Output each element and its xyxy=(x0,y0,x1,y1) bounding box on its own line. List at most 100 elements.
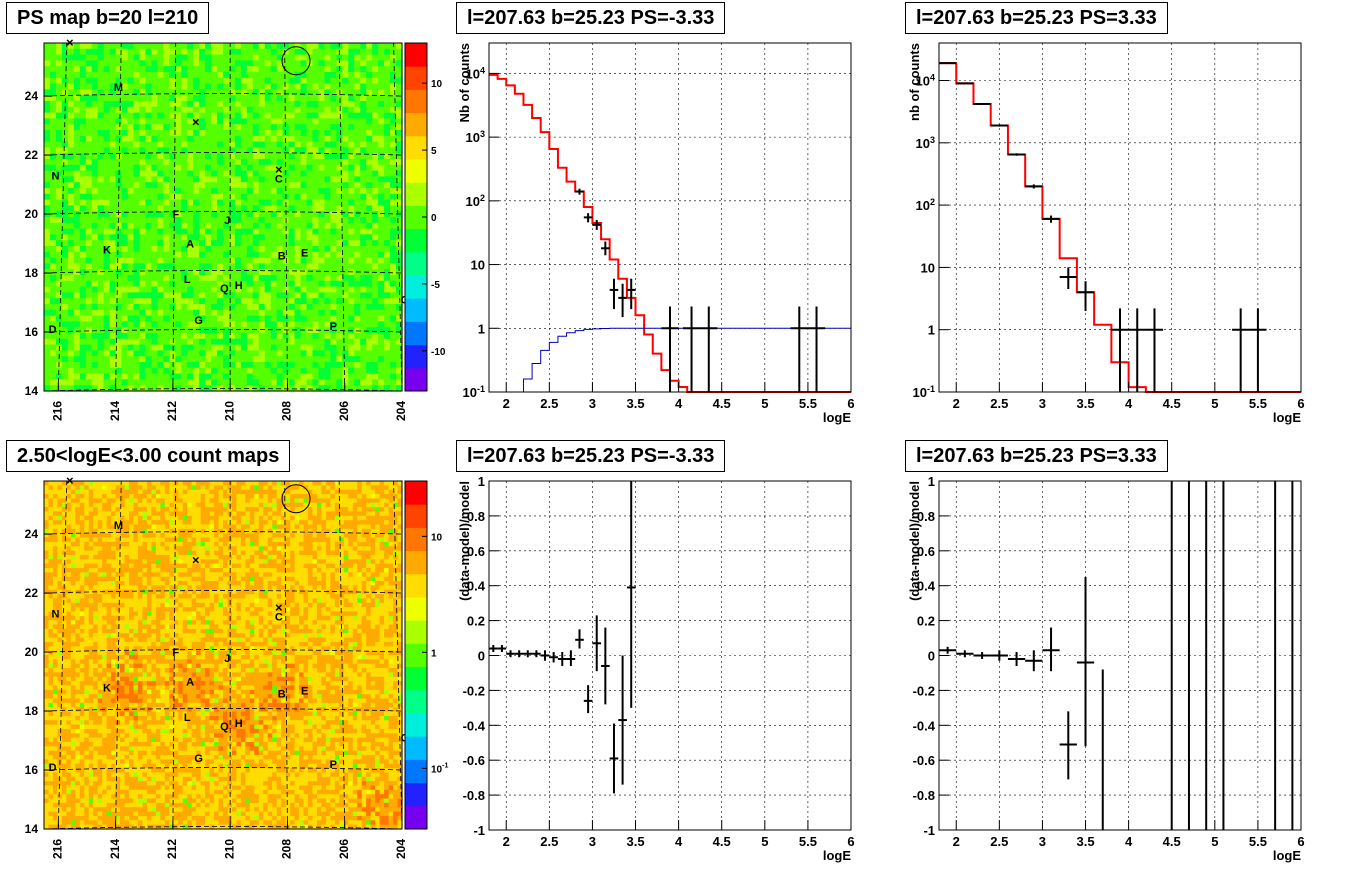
map-pixel xyxy=(79,356,87,363)
map-pixel xyxy=(234,193,242,201)
map-pixel xyxy=(109,350,117,357)
map-pixel xyxy=(88,650,94,656)
map-pixel xyxy=(193,43,200,50)
map-pixel xyxy=(378,176,385,183)
map-pixel xyxy=(366,275,373,282)
map-pixel xyxy=(102,820,108,826)
map-pixel xyxy=(48,668,54,673)
map-pixel xyxy=(97,66,105,73)
map-pixel xyxy=(342,95,349,102)
map-pixel xyxy=(354,246,361,253)
map-pixel xyxy=(390,164,397,172)
map-pixel xyxy=(73,48,81,56)
map-pixel xyxy=(199,344,206,351)
map-pixel xyxy=(163,222,170,230)
map-pixel xyxy=(57,481,63,486)
map-pixel xyxy=(55,292,63,299)
map-pixel xyxy=(384,124,391,131)
map-pixel xyxy=(57,563,63,569)
map-pixel xyxy=(44,733,50,739)
map-pixel xyxy=(348,182,355,189)
map-pixel xyxy=(330,118,337,125)
map-pixel xyxy=(252,199,260,206)
map-pixel xyxy=(103,356,111,363)
map-pixel xyxy=(270,124,278,131)
map-pixel xyxy=(175,101,182,108)
map-pixel xyxy=(57,511,63,517)
map-pixel xyxy=(61,304,69,311)
map-pixel xyxy=(91,304,99,311)
map-pixel xyxy=(127,95,135,102)
map-pixel xyxy=(276,153,284,160)
map-pixel xyxy=(384,66,391,73)
map-pixel xyxy=(84,511,90,517)
map-pixel xyxy=(294,176,302,183)
map-pixel xyxy=(384,367,391,375)
map-pixel xyxy=(44,251,51,259)
map-pixel xyxy=(181,362,188,369)
map-pixel xyxy=(384,147,391,154)
map-pixel xyxy=(151,338,158,346)
map-pixel xyxy=(354,147,361,154)
map-pixel xyxy=(79,737,85,743)
map-pixel xyxy=(318,106,326,114)
map-pixel xyxy=(157,385,164,392)
map-pixel xyxy=(246,182,254,189)
map-pixel xyxy=(396,379,403,386)
map-pixel xyxy=(57,633,63,639)
map-pixel xyxy=(193,280,200,288)
map-pixel xyxy=(57,672,63,678)
map-pixel xyxy=(49,199,57,206)
map-pixel xyxy=(252,292,260,299)
map-pixel xyxy=(324,130,331,137)
map-pixel xyxy=(264,135,272,143)
map-pixel xyxy=(67,373,75,380)
ps-map-pixels xyxy=(44,43,403,392)
map-pixel xyxy=(181,280,188,288)
map-pixel xyxy=(44,676,50,682)
map-pixel xyxy=(48,746,54,752)
map-pixel xyxy=(223,60,230,67)
map-pixel xyxy=(294,240,302,247)
map-pixel xyxy=(294,280,302,288)
map-pixel xyxy=(223,101,230,108)
map-pixel xyxy=(66,733,72,739)
map-pixel xyxy=(270,379,278,386)
map-pixel xyxy=(79,724,85,730)
map-pixel xyxy=(70,824,76,830)
map-pixel xyxy=(61,541,67,547)
map-pixel xyxy=(93,702,99,708)
map-pixel xyxy=(330,251,337,259)
map-pixel xyxy=(223,89,230,96)
map-pixel xyxy=(115,182,123,189)
map-pixel xyxy=(61,798,67,804)
map-pixel xyxy=(61,48,69,56)
map-pixel xyxy=(84,681,90,687)
map-pixel xyxy=(97,607,103,613)
map-pixel xyxy=(93,781,99,787)
map-pixel xyxy=(175,211,182,218)
map-pixel xyxy=(49,280,57,288)
map-pixel xyxy=(44,182,51,189)
map-pixel xyxy=(228,269,236,276)
map-pixel xyxy=(264,193,272,201)
map-pixel xyxy=(49,60,57,67)
map-pixel xyxy=(336,130,343,137)
map-pixel xyxy=(372,106,379,114)
map-pixel xyxy=(264,153,272,160)
map-pixel xyxy=(330,385,337,392)
map-pixel xyxy=(79,628,85,634)
map-pixel xyxy=(276,298,284,305)
map-pixel xyxy=(187,95,194,102)
map-pixel xyxy=(396,356,403,363)
map-pixel xyxy=(372,124,379,131)
map-pixel xyxy=(264,251,272,259)
map-pixel xyxy=(234,112,242,119)
map-pixel xyxy=(294,321,302,328)
map-pixel xyxy=(55,141,63,148)
map-pixel xyxy=(360,60,367,67)
map-pixel xyxy=(366,77,373,85)
map-pixel xyxy=(336,367,343,375)
map-pixel xyxy=(52,646,59,652)
map-pixel xyxy=(270,280,278,288)
